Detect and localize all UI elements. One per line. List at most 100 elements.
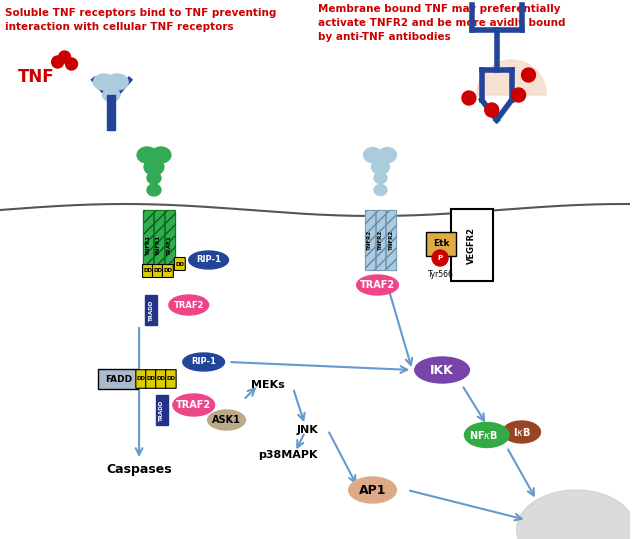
Bar (375, 210, 385, 270)
Bar (143, 210, 153, 265)
Text: IKK: IKK (430, 363, 454, 377)
Text: p38MAPK: p38MAPK (258, 450, 318, 460)
Text: by anti-TNF antibodies: by anti-TNF antibodies (318, 32, 451, 42)
FancyBboxPatch shape (136, 370, 146, 388)
Text: P: P (437, 255, 443, 261)
Text: TRADD: TRADD (148, 299, 153, 321)
Bar (156, 395, 168, 425)
Circle shape (462, 91, 476, 105)
Text: TNFR2: TNFR2 (378, 230, 383, 250)
Bar (165, 210, 175, 265)
Ellipse shape (147, 184, 161, 196)
Ellipse shape (374, 184, 387, 196)
Circle shape (522, 68, 536, 82)
Text: TRAF1: TRAF1 (167, 235, 172, 255)
Ellipse shape (517, 490, 634, 539)
Bar (107, 95, 115, 130)
Ellipse shape (107, 74, 128, 90)
Ellipse shape (147, 172, 161, 184)
Circle shape (432, 250, 448, 266)
Text: TRADD: TRADD (159, 399, 164, 420)
FancyBboxPatch shape (162, 265, 173, 278)
Text: TNFR2: TNFR2 (367, 230, 372, 250)
Ellipse shape (378, 148, 396, 162)
Text: DD: DD (157, 377, 165, 382)
Text: FADD: FADD (105, 375, 132, 384)
Text: TRAF2: TRAF2 (176, 400, 211, 410)
Ellipse shape (103, 88, 120, 101)
Bar (145, 295, 157, 325)
Text: TRAF2: TRAF2 (174, 301, 204, 309)
Bar (375, 210, 385, 270)
Text: TNFR1: TNFR1 (146, 235, 150, 255)
Bar (365, 210, 375, 270)
Ellipse shape (503, 421, 540, 443)
Bar (387, 210, 396, 270)
Bar (387, 210, 396, 270)
FancyBboxPatch shape (143, 265, 153, 278)
FancyBboxPatch shape (165, 370, 176, 388)
Text: RIP-1: RIP-1 (196, 255, 221, 265)
Text: ASK1: ASK1 (212, 415, 241, 425)
Text: AP1: AP1 (359, 483, 386, 496)
Text: Etk: Etk (433, 239, 450, 248)
FancyBboxPatch shape (153, 265, 164, 278)
Circle shape (512, 88, 526, 102)
Ellipse shape (151, 147, 171, 163)
FancyBboxPatch shape (451, 209, 493, 281)
Text: I$\kappa$B: I$\kappa$B (512, 426, 531, 438)
Text: interaction with cellular TNF receptors: interaction with cellular TNF receptors (5, 22, 233, 32)
FancyBboxPatch shape (146, 370, 156, 388)
Ellipse shape (465, 423, 509, 447)
Circle shape (485, 103, 499, 117)
Wedge shape (477, 60, 547, 95)
Ellipse shape (415, 357, 469, 383)
Ellipse shape (364, 148, 382, 162)
Text: NF$\kappa$B: NF$\kappa$B (469, 429, 498, 441)
Text: Membrane bound TNF may preferentially: Membrane bound TNF may preferentially (318, 4, 560, 14)
Text: VEGFR2: VEGFR2 (467, 226, 476, 264)
Bar (165, 210, 175, 265)
Text: DD: DD (143, 268, 153, 273)
Ellipse shape (357, 275, 398, 295)
FancyBboxPatch shape (98, 369, 138, 389)
Circle shape (65, 58, 77, 70)
Text: TNFR1: TNFR1 (157, 235, 162, 255)
Ellipse shape (374, 172, 387, 183)
Ellipse shape (372, 160, 389, 175)
Text: activate TNFR2 and be more avidly bound: activate TNFR2 and be more avidly bound (318, 18, 566, 28)
Text: TNFR2: TNFR2 (389, 230, 394, 250)
Text: DD: DD (146, 377, 155, 382)
Text: DD: DD (164, 268, 172, 273)
FancyBboxPatch shape (156, 370, 166, 388)
Ellipse shape (169, 295, 209, 315)
Ellipse shape (189, 251, 228, 269)
Ellipse shape (144, 159, 164, 175)
Text: TNF: TNF (18, 68, 55, 86)
Ellipse shape (207, 410, 245, 430)
Text: DD: DD (153, 268, 162, 273)
Text: DD: DD (176, 261, 184, 266)
Text: DD: DD (166, 377, 176, 382)
Ellipse shape (93, 74, 115, 90)
FancyBboxPatch shape (426, 232, 456, 256)
Text: MEKs: MEKs (251, 380, 285, 390)
Ellipse shape (173, 394, 214, 416)
FancyBboxPatch shape (174, 258, 185, 271)
Circle shape (51, 56, 63, 68)
Bar (154, 210, 164, 265)
Text: Soluble TNF receptors bind to TNF preventing: Soluble TNF receptors bind to TNF preven… (5, 8, 276, 18)
Bar (154, 210, 164, 265)
Ellipse shape (137, 147, 157, 163)
Text: RIP-1: RIP-1 (191, 357, 216, 367)
Bar (365, 210, 375, 270)
Text: Tyr566: Tyr566 (428, 270, 454, 279)
Text: JNK: JNK (297, 425, 319, 435)
Text: DD: DD (136, 377, 146, 382)
Ellipse shape (349, 477, 396, 503)
Text: Caspases: Caspases (107, 464, 172, 476)
Circle shape (58, 51, 70, 63)
Ellipse shape (183, 353, 224, 371)
Text: TRAF2: TRAF2 (360, 280, 395, 290)
Bar (143, 210, 153, 265)
